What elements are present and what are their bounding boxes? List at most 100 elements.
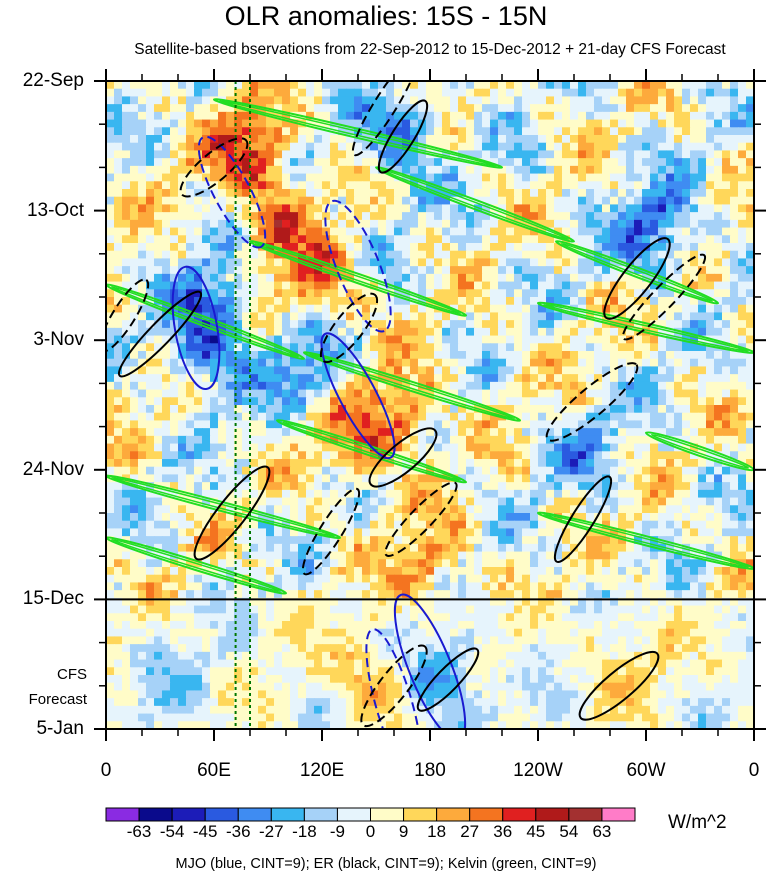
heatmap-cell (218, 158, 227, 167)
heatmap-cell (746, 405, 754, 414)
heatmap-cell (682, 104, 691, 113)
heatmap-cell (706, 459, 715, 468)
heatmap-cell (466, 412, 475, 422)
heatmap-cell (242, 420, 251, 429)
heatmap-cell (210, 289, 219, 298)
heatmap-cell (106, 513, 115, 522)
heatmap-cell (506, 88, 515, 98)
heatmap-cell (514, 351, 523, 360)
heatmap-cell (226, 196, 235, 206)
heatmap-cell (338, 235, 347, 244)
heatmap-cell (570, 111, 579, 121)
heatmap-cell (586, 428, 595, 437)
heatmap-cell (722, 335, 731, 344)
heatmap-cell (706, 474, 715, 483)
heatmap-cell (434, 389, 443, 398)
heatmap-cell (322, 459, 331, 468)
heatmap-cell (642, 459, 651, 468)
heatmap-cell (282, 111, 291, 121)
heatmap-cell (498, 235, 507, 244)
heatmap-cell (506, 351, 515, 360)
heatmap-cell (714, 443, 723, 452)
heatmap-cell (178, 405, 187, 414)
heatmap-cell (698, 142, 707, 152)
heatmap-cell (594, 320, 603, 329)
heatmap-cell (410, 104, 419, 113)
heatmap-cell (730, 196, 739, 206)
heatmap-cell (210, 513, 219, 522)
heatmap-cell (658, 389, 667, 398)
heatmap-cell (122, 142, 131, 152)
heatmap-cell (530, 173, 539, 182)
heatmap-cell (458, 104, 467, 113)
heatmap-cell (322, 389, 331, 398)
heatmap-cell (658, 420, 667, 429)
heatmap-cell (338, 335, 347, 344)
heatmap-cell (242, 466, 251, 476)
heatmap-cell (210, 227, 219, 236)
heatmap-cell (626, 405, 635, 414)
heatmap-cell (298, 158, 307, 167)
heatmap-cell (570, 212, 579, 221)
heatmap-cell (706, 119, 715, 128)
heatmap-cell (746, 173, 754, 182)
heatmap-cell (402, 266, 411, 275)
heatmap-cell (170, 150, 179, 159)
heatmap-cell (314, 227, 323, 236)
heatmap-cell (506, 397, 515, 406)
heatmap-cell (194, 420, 203, 429)
heatmap-cell (122, 297, 131, 306)
heatmap-cell (698, 389, 707, 398)
heatmap-cell (154, 104, 163, 113)
heatmap-cell (722, 158, 731, 167)
heatmap-cell (442, 520, 451, 530)
heatmap-cell (146, 405, 155, 414)
heatmap-cell (690, 312, 699, 321)
heatmap-cell (354, 158, 363, 167)
heatmap-cell (362, 397, 371, 406)
heatmap-cell (730, 111, 739, 121)
heatmap-cell (514, 358, 523, 368)
heatmap-cell (114, 173, 123, 182)
heatmap-cell (698, 405, 707, 414)
heatmap-cell (674, 196, 683, 206)
heatmap-cell (634, 142, 643, 152)
heatmap-cell (554, 327, 563, 337)
heatmap-cell (434, 320, 443, 329)
heatmap-cell (594, 351, 603, 360)
heatmap-cell (186, 543, 195, 553)
heatmap-cell (370, 273, 379, 283)
heatmap-cell (610, 343, 619, 352)
heatmap-cell (458, 320, 467, 329)
heatmap-cell (442, 204, 451, 213)
heatmap-cell (530, 343, 539, 352)
heatmap-cell (154, 520, 163, 530)
heatmap-cell (642, 250, 651, 260)
heatmap-cell (634, 389, 643, 398)
heatmap-cell (562, 212, 571, 221)
heatmap-cell (378, 397, 387, 406)
heatmap-cell (474, 489, 483, 499)
heatmap-cell (346, 489, 355, 499)
heatmap-cell (306, 536, 315, 545)
heatmap-cell (538, 258, 547, 267)
heatmap-cell (162, 173, 171, 182)
heatmap-cell (426, 451, 435, 460)
heatmap-cell (714, 358, 723, 368)
heatmap-cell (674, 212, 683, 221)
heatmap-cell (578, 135, 587, 144)
heatmap-cell (242, 505, 251, 514)
heatmap-cell (586, 212, 595, 221)
heatmap-cell (330, 312, 339, 321)
heatmap-cell (306, 158, 315, 167)
heatmap-cell (130, 297, 139, 306)
heatmap-cell (306, 513, 315, 522)
heatmap-cell (338, 327, 347, 337)
heatmap-cell (586, 235, 595, 244)
heatmap-cell (226, 482, 235, 491)
heatmap-cell (578, 428, 587, 437)
heatmap-cell (602, 513, 611, 522)
heatmap-cell (362, 304, 371, 314)
heatmap-cell (482, 443, 491, 452)
heatmap-cell (338, 474, 347, 483)
